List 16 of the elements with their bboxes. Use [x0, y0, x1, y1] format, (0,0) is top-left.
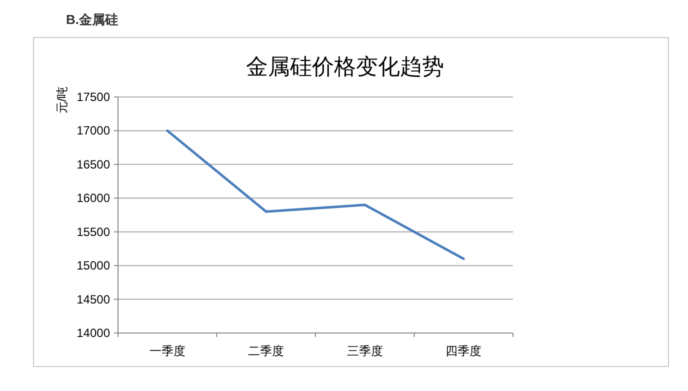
y-tick-label: 14500: [76, 292, 110, 306]
x-tick-label: 三季度: [346, 344, 383, 358]
x-tick-label: 四季度: [446, 344, 482, 358]
y-axis-title: 元/吨: [55, 86, 69, 114]
y-tick-label: 15500: [76, 224, 110, 239]
chart-title: 金属硅价格变化趋势: [246, 54, 444, 79]
line-series: [166, 129, 465, 260]
y-tick-label: 17500: [76, 90, 110, 104]
y-tick-label: 16000: [76, 191, 110, 206]
x-tick-label: 二季度: [248, 344, 284, 358]
chart-subtitle: B.金属硅: [66, 12, 118, 27]
y-tick-label: 14000: [76, 326, 110, 340]
y-tick-label: 17000: [76, 124, 110, 138]
y-tick-label: 16500: [76, 157, 110, 172]
x-tick-label: 一季度: [149, 344, 186, 358]
y-tick-label: 15000: [76, 258, 110, 273]
